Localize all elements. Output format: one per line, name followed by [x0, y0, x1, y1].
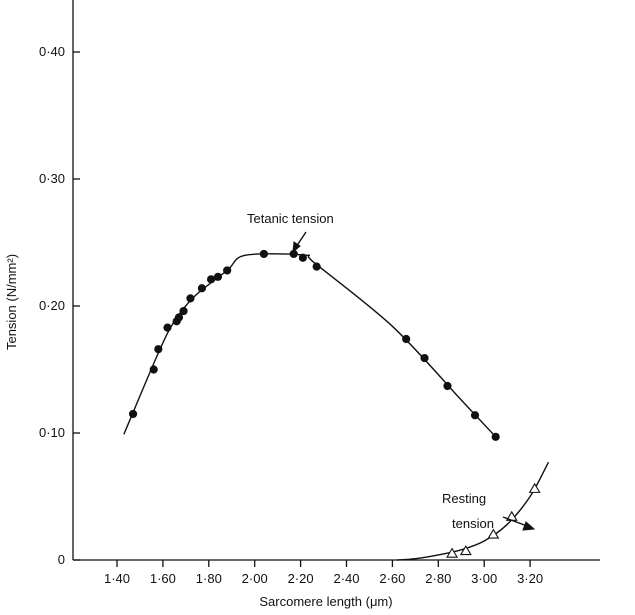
- annotations: Tetanic tension Resting tension: [247, 211, 536, 531]
- resting-tension-curve: [396, 461, 550, 561]
- tetanic-data-point: [470, 411, 480, 420]
- y-tick-label: 0·30: [39, 171, 65, 186]
- axes: [72, 0, 600, 561]
- tetanic-data-point: [443, 381, 452, 391]
- x-axis-label: Sarcomere length (μm): [259, 594, 392, 609]
- y-axis-label: Tension (N/mm²): [4, 254, 19, 350]
- x-tick-label: 1·60: [150, 571, 176, 586]
- tetanic-data-point: [163, 323, 172, 332]
- resting-data-point: [446, 547, 459, 558]
- x-tick-label: 2·40: [333, 571, 359, 586]
- tetanic-data-point: [312, 262, 321, 271]
- resting-data-point: [487, 528, 500, 539]
- tetanic-data-point: [128, 409, 138, 419]
- tetanic-data-point: [186, 294, 195, 303]
- y-axis-ticks: 0 0·10 0·20 0·30 0·40: [39, 44, 80, 567]
- x-tick-label: 2·80: [425, 571, 451, 586]
- tetanic-data-point: [206, 275, 216, 284]
- y-tick-label: 0·10: [39, 425, 65, 440]
- tetanic-data-point: [402, 334, 411, 344]
- y-tick-label: 0·20: [39, 298, 65, 313]
- annotation-resting-line-1: Resting: [442, 491, 486, 506]
- tetanic-data-point: [179, 306, 188, 316]
- y-tick-label: 0: [58, 552, 65, 567]
- tetanic-data-point: [223, 266, 232, 275]
- tetanic-data-point: [491, 432, 500, 441]
- resting-data-point: [459, 545, 472, 556]
- arrow-resting-head: [522, 521, 536, 531]
- arrow-resting-line: [502, 516, 528, 527]
- x-tick-label: 3·20: [517, 571, 543, 586]
- tetanic-data-point: [197, 284, 207, 293]
- x-tick-label: 2·20: [288, 571, 314, 586]
- resting-data-point: [528, 482, 541, 493]
- tetanic-data-point: [149, 365, 158, 374]
- x-tick-label: 1·80: [196, 571, 222, 586]
- x-tick-label: 2·60: [379, 571, 405, 586]
- arrow-tetanic-head: [292, 241, 301, 254]
- annotation-tetanic-tension: Tetanic tension: [247, 211, 334, 226]
- data-points: [128, 249, 541, 558]
- x-tick-label: 3·00: [471, 571, 497, 586]
- x-axis-ticks: 1·40 1·60 1·80 2·00 2·20 2·40 2·60 2·80 3·00 3·20: [104, 560, 543, 586]
- tetanic-tension-curve: [123, 253, 497, 438]
- x-tick-label: 1·40: [104, 571, 130, 586]
- tetanic-data-point: [174, 313, 184, 322]
- y-tick-label: 0·40: [39, 44, 65, 59]
- annotation-resting-line-2: tension: [452, 516, 494, 531]
- tetanic-data-point: [154, 345, 163, 354]
- tetanic-data-point: [298, 253, 307, 262]
- tetanic-data-point: [259, 249, 268, 259]
- tetanic-data-point: [420, 353, 429, 363]
- x-tick-label: 2·00: [242, 571, 268, 586]
- tetanic-data-point: [213, 272, 223, 281]
